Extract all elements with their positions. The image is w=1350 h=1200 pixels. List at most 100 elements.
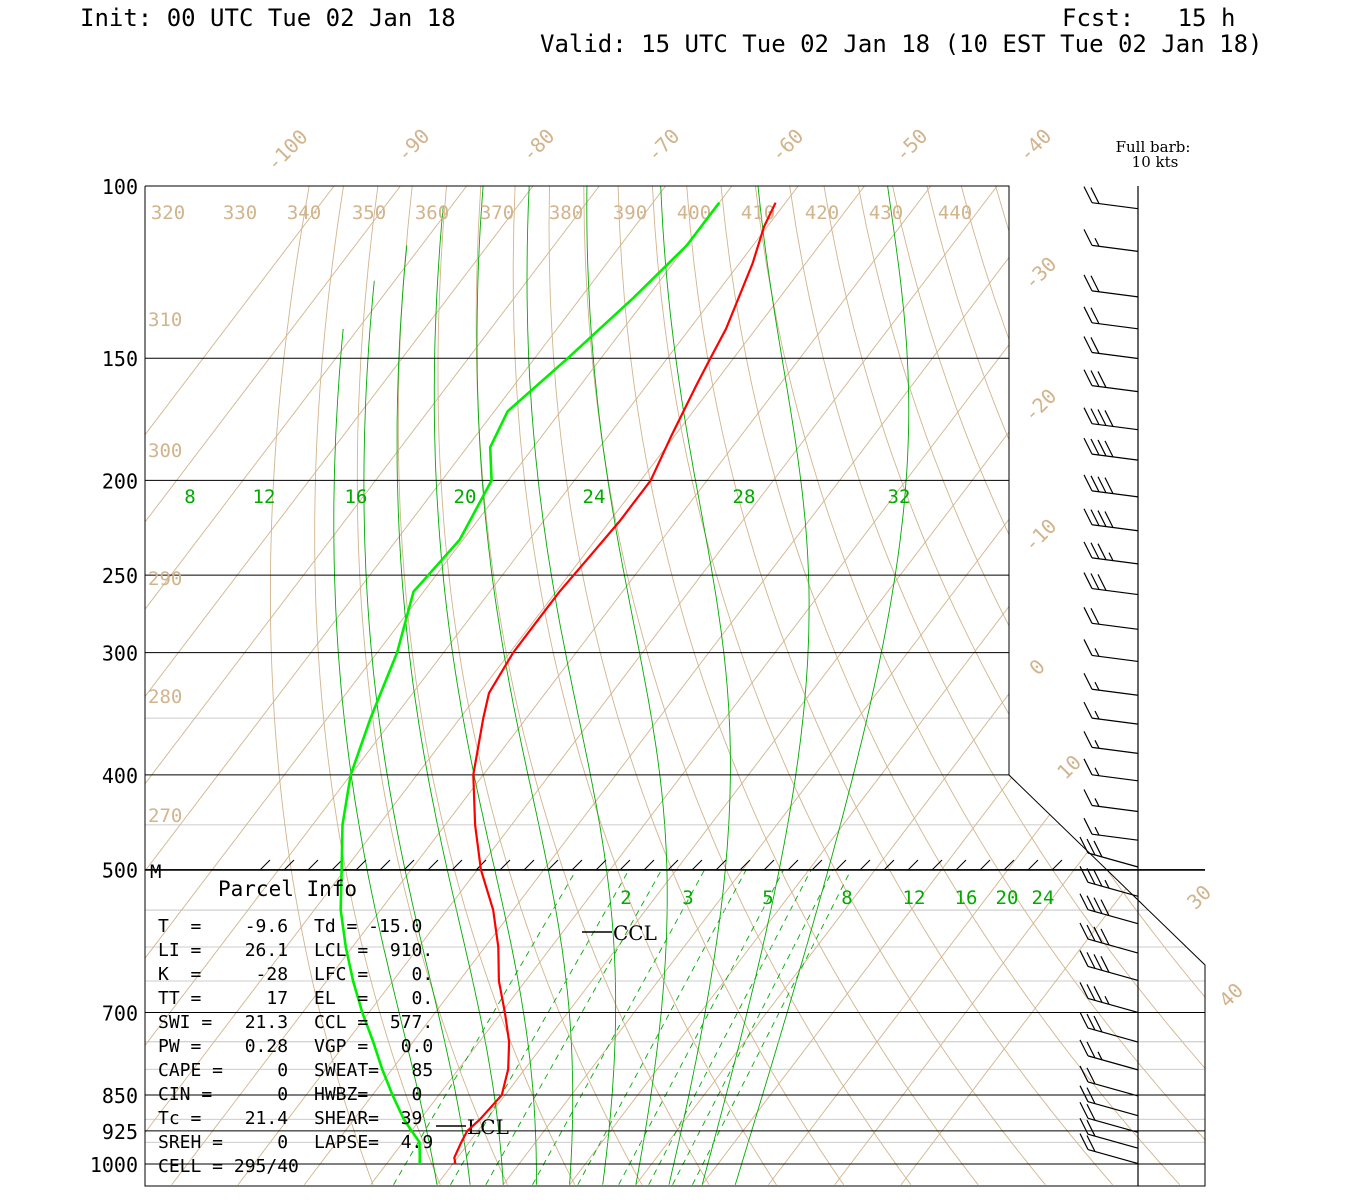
wind-barb-full [1090,275,1100,293]
wind-barb-full [1086,1013,1096,1031]
wind-barb-full [1100,899,1110,916]
wind-barb-full [1104,477,1114,494]
pressure-label: 100 [102,175,138,199]
wind-barb-full [1100,928,1110,946]
wind-legend-subtitle: 10 kts [1132,153,1179,171]
parcel-info-right: Td = -15.0 [314,916,422,937]
wind-barb-full [1097,439,1107,457]
wind-barb-full [1097,510,1107,527]
wind-barb-shaft [1091,453,1139,461]
wind-barb-half [1108,552,1114,561]
wind-barb-full [1093,869,1103,887]
wind-legend-title: Full barb: [1116,138,1191,156]
isotherm-line [145,186,666,1185]
hatch-mark [427,859,439,871]
wind-barb-half [1094,740,1100,749]
wind-barb-full [1083,306,1093,324]
wind-barb-full [1093,986,1103,1003]
theta-label: 330 [223,202,257,224]
wind-barb-shaft [1091,423,1139,431]
wind-barb-full [1086,984,1096,1001]
isotherm-line [145,186,335,1185]
wind-barb-full [1090,607,1100,625]
ccl-label: CCL [613,921,657,945]
valid-time: Valid: 15 UTC Tue 02 Jan 18 (10 EST Tue … [540,30,1263,58]
theta-label: 320 [151,202,185,224]
wind-barb-shaft [1087,1081,1139,1097]
mixing-ratio-label: 16 [955,887,978,909]
hatch-mark [691,859,703,871]
wind-barb-shaft [1087,881,1139,897]
wind-barb-full [1104,440,1114,458]
wind-barb-full [1079,1065,1089,1083]
dry-adiabat-line [960,186,1205,1186]
mixing-ratio-line [532,870,706,1185]
parcel-info-left: SREH = 0 [158,1132,288,1153]
wind-barb-full [1079,922,1089,940]
parcel-info-right: EL = 0. [314,988,433,1009]
wind-barb [1083,639,1139,663]
isotherm-label: -50 [890,124,933,167]
mixing-ratio-label: 20 [454,486,477,508]
hatch-mark [259,859,271,871]
dry-adiabat-line [617,186,979,1185]
moist-adiabat-line [396,245,504,1185]
hatch-mark [883,859,895,871]
wind-barb-shaft [1091,717,1139,725]
wind-barb-full [1097,574,1107,591]
wind-barb-full [1079,836,1089,854]
wind-barb-full [1086,1119,1096,1137]
wind-barb-full [1086,1087,1096,1104]
pressure-label: 300 [102,642,138,666]
wind-barb [1083,701,1139,725]
parcel-info-left: SWI = 21.3 [158,1012,288,1033]
wind-barb [1083,186,1139,210]
hatch-mark [523,859,535,871]
isotherm-label: -20 [1019,384,1062,427]
wind-barb-full [1083,474,1093,492]
theta-label: 280 [148,686,182,708]
hatch-mark [763,859,775,871]
hatch-mark [547,859,559,871]
wind-barb-full [1083,508,1093,526]
wind-barb-half [1097,1051,1103,1061]
wind-barb-half [1094,238,1100,247]
wind-barb-shaft [1087,938,1139,954]
isotherm-label: -30 [1019,252,1062,295]
isotherm-label: -70 [642,124,685,167]
wind-barb-full [1083,437,1093,455]
isotherm-line [834,186,1205,1185]
hatch-mark [379,859,391,871]
wind-barb-full [1086,924,1096,942]
wind-barb-full [1083,186,1093,203]
hatch-mark [979,859,991,871]
dry-adiabat-line [720,186,1181,1186]
wind-barb-half [1104,879,1110,889]
wind-barb-full [1086,895,1096,912]
wind-barb-shaft [1091,557,1139,565]
parcel-info-left: TT = 17 [158,988,288,1009]
wind-barb-full [1104,511,1114,528]
moist-adiabat-line [586,186,668,1185]
wind-barb [1083,789,1139,813]
theta-label: 390 [613,202,647,224]
wind-barb [1083,369,1139,393]
wind-barb [1079,1039,1139,1071]
hatch-mark [403,859,415,871]
mixing-ratio-label: 5 [762,887,773,909]
parcel-info-right: HWBZ= 0 [314,1084,422,1105]
wind-barb-full [1079,1085,1089,1102]
mixing-ratio-label: 12 [253,486,276,508]
wind-barb [1083,306,1139,330]
wind-barb-full [1090,187,1100,204]
theta-label: 370 [480,202,514,224]
wind-barb-shaft [1087,1055,1139,1071]
wind-barb-full [1090,438,1100,456]
dry-adiabat-line [512,186,777,1185]
wind-barb [1083,229,1139,252]
wind-barb-full [1086,838,1096,856]
wind-barb-half [1094,798,1100,807]
wind-barb-shaft [1091,290,1139,298]
parcel-info-right: LFC = 0. [314,964,433,985]
pressure-label: 700 [102,1002,138,1026]
